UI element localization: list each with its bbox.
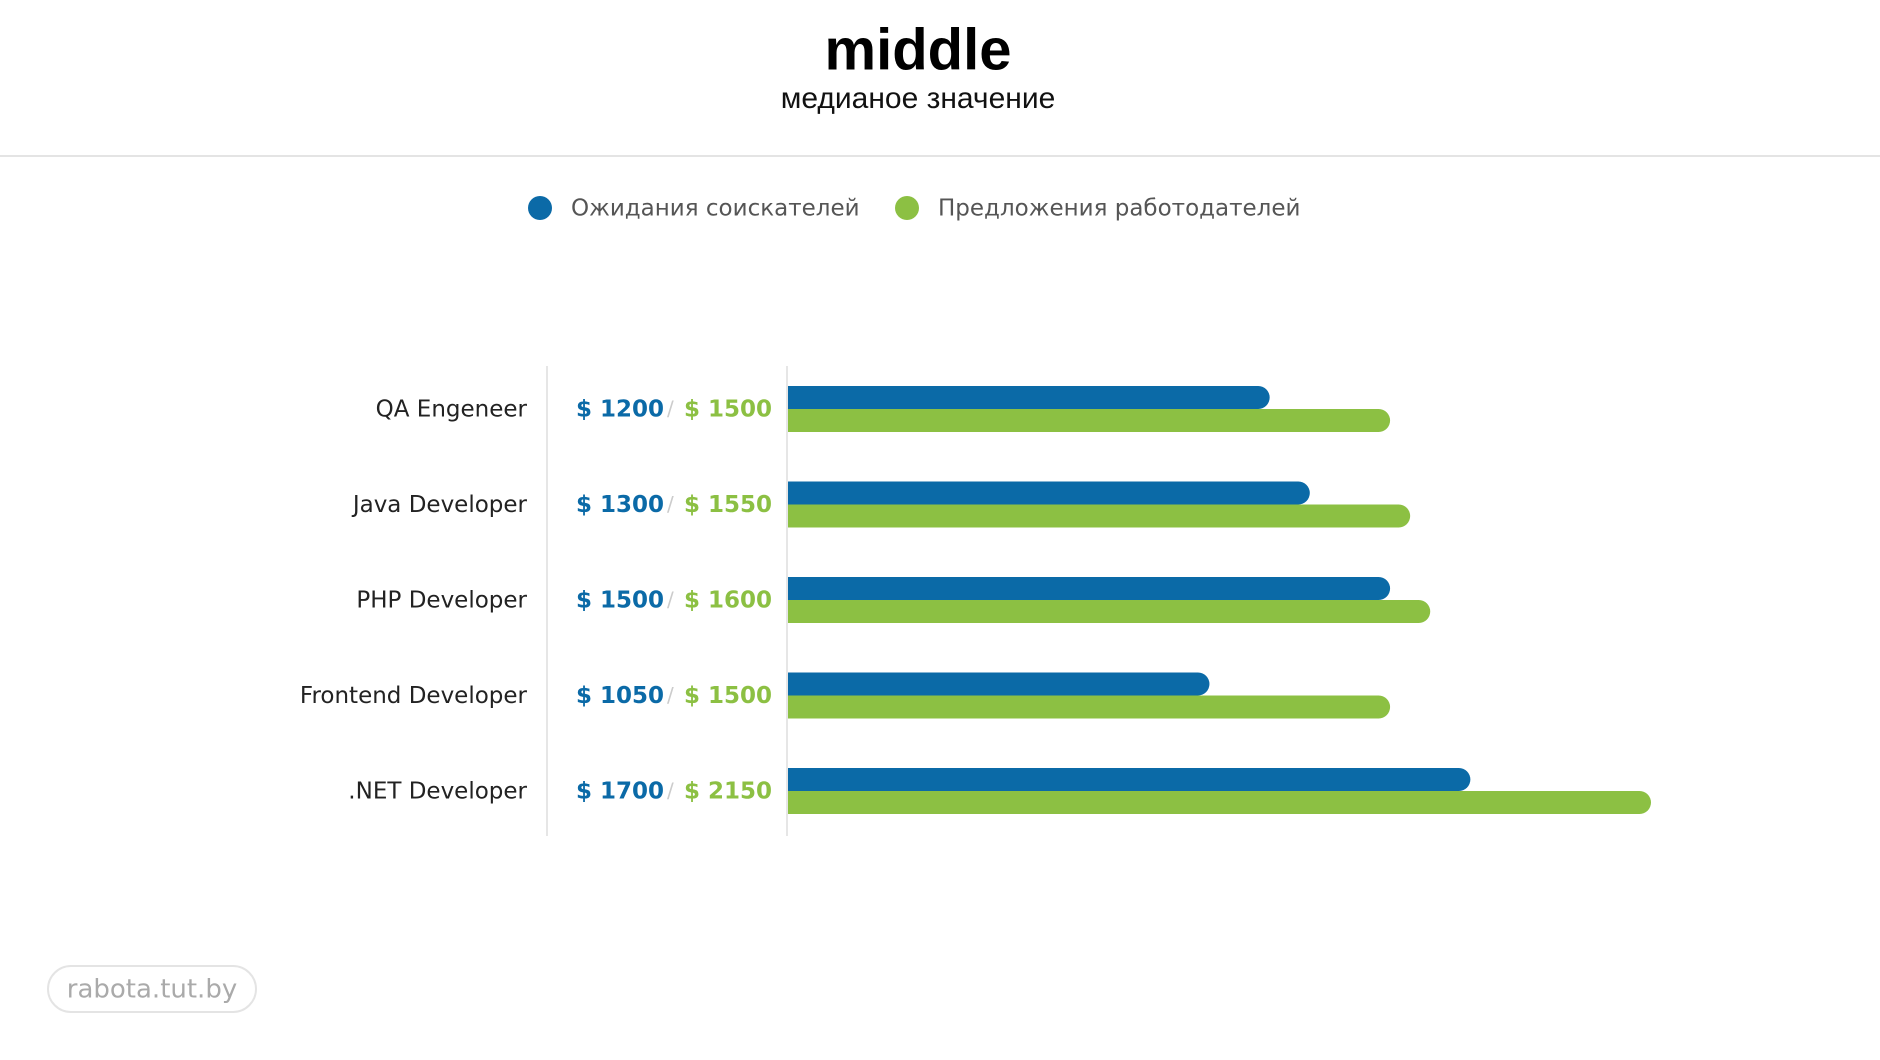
value-label: $ 1500 xyxy=(684,397,772,423)
value-label: $ 2150 xyxy=(684,779,772,805)
chart-subtitle: медианое значение xyxy=(781,82,1056,115)
value-label: $ 1500 xyxy=(684,683,772,709)
legend-marker xyxy=(528,196,552,220)
watermark: rabota.tut.by xyxy=(67,975,237,1005)
bar xyxy=(788,481,1310,505)
value-label: $ 1700 xyxy=(576,779,664,805)
bar xyxy=(788,409,1391,432)
legend-label: Ожидания соискателей xyxy=(571,196,860,222)
chart-title: middle xyxy=(825,17,1012,82)
bar xyxy=(788,695,1391,719)
legend-label: Предложения работодателей xyxy=(938,196,1301,222)
legend-marker xyxy=(895,196,919,220)
value-label: $ 1550 xyxy=(684,492,772,518)
value-label: $ 1500 xyxy=(576,588,664,614)
bar xyxy=(788,386,1270,409)
value-label: $ 1200 xyxy=(576,397,664,423)
value-label: $ 1300 xyxy=(576,492,664,518)
value-separator: / xyxy=(667,779,674,803)
category-label: .NET Developer xyxy=(348,779,527,805)
value-separator: / xyxy=(667,588,674,612)
bar xyxy=(788,577,1391,600)
category-label: PHP Developer xyxy=(356,588,527,614)
category-label: Frontend Developer xyxy=(300,683,528,709)
value-separator: / xyxy=(667,683,674,707)
bar xyxy=(788,791,1651,814)
bar xyxy=(788,504,1411,528)
value-label: $ 1600 xyxy=(684,588,772,614)
bar xyxy=(788,600,1431,623)
value-separator: / xyxy=(667,397,674,421)
watermark-box xyxy=(47,965,257,1013)
category-label: Java Developer xyxy=(351,492,528,518)
bar xyxy=(788,768,1471,791)
value-separator: / xyxy=(667,492,674,516)
bar xyxy=(788,672,1210,696)
value-label: $ 1050 xyxy=(576,683,664,709)
category-label: QA Engeneer xyxy=(376,397,528,423)
